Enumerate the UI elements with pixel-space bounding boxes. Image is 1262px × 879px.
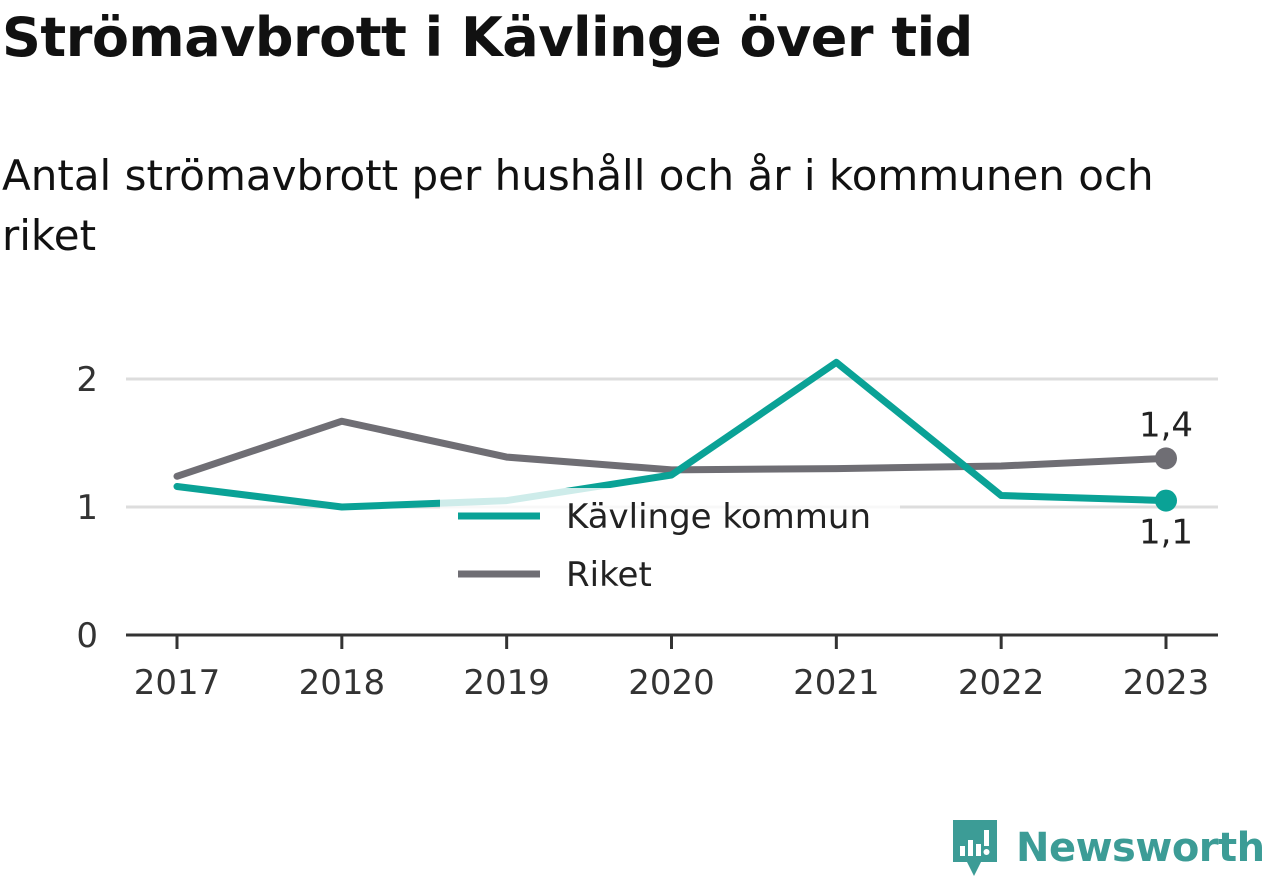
gridlines xyxy=(126,377,1218,509)
end-label-kavlinge-kommun: 1,1 xyxy=(1139,513,1193,553)
legend-background xyxy=(440,488,900,598)
x-tick-label-2022: 2022 xyxy=(958,663,1045,703)
end-label-riket: 1,4 xyxy=(1139,405,1193,445)
newsworthy-logo-icon xyxy=(953,820,997,876)
end-marker-kavlinge-kommun xyxy=(1155,489,1177,512)
x-tick-label-2017: 2017 xyxy=(134,663,221,703)
series-line-riket xyxy=(173,417,1170,480)
end-markers: 1,1 1,4 xyxy=(1139,405,1193,552)
x-tick-label-2021: 2021 xyxy=(793,663,880,703)
newsworthy-brand: Newsworthy xyxy=(950,818,1262,878)
x-tick-label-2023: 2023 xyxy=(1123,663,1210,703)
legend-label-kavlinge-kommun: Kävlinge kommun xyxy=(566,497,871,537)
x-tick-label-2019: 2019 xyxy=(463,663,550,703)
y-tick-label-0: 0 xyxy=(76,616,98,656)
x-tick-label-2018: 2018 xyxy=(299,663,386,703)
legend: Kävlinge kommun Riket xyxy=(440,488,900,598)
series-lines xyxy=(173,358,1170,511)
end-marker-riket xyxy=(1155,447,1177,470)
y-tick-label-1: 1 xyxy=(76,488,98,528)
axes: 0 1 2 2017 2018 2019 2020 2021 2022 2023 xyxy=(76,360,1218,703)
chart-title: Strömavbrott i Kävlinge över tid xyxy=(2,6,973,69)
legend-label-riket: Riket xyxy=(566,555,652,595)
y-tick-label-2: 2 xyxy=(76,360,98,400)
chart-subtitle: Antal strömavbrott per hushåll och år i … xyxy=(2,151,1154,260)
series-line-kavlinge-kommun xyxy=(173,358,1170,511)
x-tick-label-2020: 2020 xyxy=(628,663,715,703)
brand-name: Newsworthy xyxy=(1016,825,1262,871)
